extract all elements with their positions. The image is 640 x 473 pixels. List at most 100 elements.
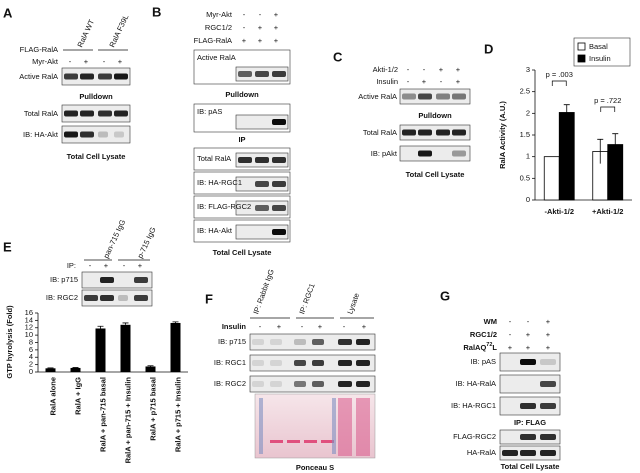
blot-label: IB: HA-Akt bbox=[197, 226, 233, 235]
sign: + bbox=[422, 77, 427, 86]
column-label: pan-715 IgG bbox=[101, 218, 127, 260]
legend-swatch bbox=[577, 54, 586, 63]
sign: + bbox=[526, 343, 531, 352]
blot-band bbox=[540, 381, 556, 387]
blot-label: IB: HA-RGC1 bbox=[451, 401, 496, 410]
bar bbox=[45, 368, 56, 372]
gel-band bbox=[270, 440, 283, 443]
section-label: Total Cell Lysate bbox=[501, 462, 560, 471]
blot-band bbox=[114, 110, 128, 117]
x-tick-label: RalA + p715 + Insulin bbox=[173, 377, 182, 453]
blot-label: IB: RGC1 bbox=[214, 358, 246, 367]
blot-label: IB: pAS bbox=[471, 357, 496, 366]
blot-band bbox=[502, 450, 518, 456]
sign: - bbox=[123, 261, 126, 270]
sign: + bbox=[546, 330, 551, 339]
sign: + bbox=[84, 57, 89, 66]
blot-band bbox=[520, 359, 536, 365]
blot-band bbox=[100, 277, 114, 283]
section-label: Total Cell Lysate bbox=[213, 248, 272, 257]
blot-label: Active RalA bbox=[197, 53, 236, 62]
row-label: Akti-1/2 bbox=[373, 65, 398, 74]
sign: + bbox=[104, 261, 109, 270]
sign: - bbox=[243, 10, 246, 19]
column-label: RalA WT bbox=[75, 18, 96, 49]
blot-band bbox=[356, 360, 370, 366]
blot-band bbox=[294, 339, 306, 345]
sign: - bbox=[259, 10, 262, 19]
blot-band bbox=[98, 110, 112, 117]
blot-band bbox=[272, 119, 286, 125]
column-label: IP: Rabbit IgG bbox=[251, 268, 276, 315]
blot-band bbox=[356, 339, 370, 345]
blot-label: IB: pAS bbox=[197, 107, 222, 116]
y-tick-label: 12 bbox=[25, 323, 33, 332]
blot-band bbox=[272, 205, 286, 211]
row-label: RGC1/2 bbox=[205, 23, 232, 32]
blot-band bbox=[540, 434, 556, 440]
sign: - bbox=[509, 317, 512, 326]
sign: - bbox=[259, 322, 262, 331]
ip-label: IP: bbox=[67, 261, 76, 270]
row-label: RGC1/2 bbox=[470, 330, 497, 339]
blot-band bbox=[272, 71, 286, 77]
blot-band bbox=[356, 381, 370, 387]
blot-band bbox=[540, 359, 556, 365]
sign: - bbox=[509, 330, 512, 339]
y-tick-label: 1 bbox=[526, 152, 530, 161]
sign: + bbox=[456, 65, 461, 74]
panel-label: E bbox=[3, 239, 12, 254]
blot-band bbox=[64, 110, 78, 117]
sign: - bbox=[423, 65, 426, 74]
y-tick-label: 16 bbox=[25, 308, 33, 317]
blot-band bbox=[418, 129, 432, 136]
blot-label: IB: RGC2 bbox=[46, 293, 78, 302]
y-tick-label: 2.5 bbox=[520, 87, 530, 96]
blot-band bbox=[100, 295, 114, 301]
bar bbox=[558, 112, 575, 201]
blot-band bbox=[312, 381, 324, 387]
blot-band bbox=[64, 73, 78, 80]
row-label-part: L bbox=[492, 343, 497, 352]
blot-band bbox=[252, 381, 264, 387]
gel-lane bbox=[356, 398, 370, 456]
x-tick-label: RalA + p715 basal bbox=[148, 377, 157, 441]
y-tick-label: 0 bbox=[29, 367, 33, 376]
sign: + bbox=[439, 65, 444, 74]
blot-band bbox=[312, 360, 324, 366]
blot-band bbox=[80, 131, 94, 138]
blot-band bbox=[255, 205, 269, 211]
blot-band bbox=[338, 381, 352, 387]
blot-band bbox=[294, 381, 306, 387]
blot-band bbox=[255, 157, 269, 163]
blot bbox=[61, 104, 131, 123]
y-tick-label: 10 bbox=[25, 330, 33, 339]
y-axis-label: RalA Activity (A.U.) bbox=[498, 101, 507, 169]
blot-band bbox=[418, 93, 432, 100]
gel-ladder bbox=[332, 398, 336, 454]
blot-band bbox=[436, 93, 450, 100]
section-label: IP: FLAG bbox=[514, 418, 546, 427]
row-label: Myr-Akt bbox=[32, 57, 59, 66]
blot-band bbox=[520, 403, 536, 409]
blot-label: IB: p715 bbox=[218, 337, 246, 346]
blot bbox=[81, 289, 153, 307]
sign: + bbox=[277, 322, 282, 331]
row-label: Insulin bbox=[222, 322, 247, 331]
blot-band bbox=[540, 403, 556, 409]
blot-band bbox=[270, 360, 282, 366]
blot-band bbox=[418, 150, 432, 157]
panel-label: B bbox=[152, 4, 161, 19]
blot-label: IB: HA-RGC1 bbox=[197, 178, 242, 187]
blot-band bbox=[134, 295, 148, 301]
blot-band bbox=[114, 131, 124, 138]
sign: - bbox=[301, 322, 304, 331]
sign: - bbox=[407, 65, 410, 74]
bar bbox=[543, 156, 560, 201]
sign: - bbox=[343, 322, 346, 331]
section-label: Pulldown bbox=[79, 92, 113, 101]
blot-band bbox=[272, 229, 286, 235]
blot-label: HA-RalA bbox=[467, 448, 496, 457]
blot-band bbox=[80, 110, 94, 117]
